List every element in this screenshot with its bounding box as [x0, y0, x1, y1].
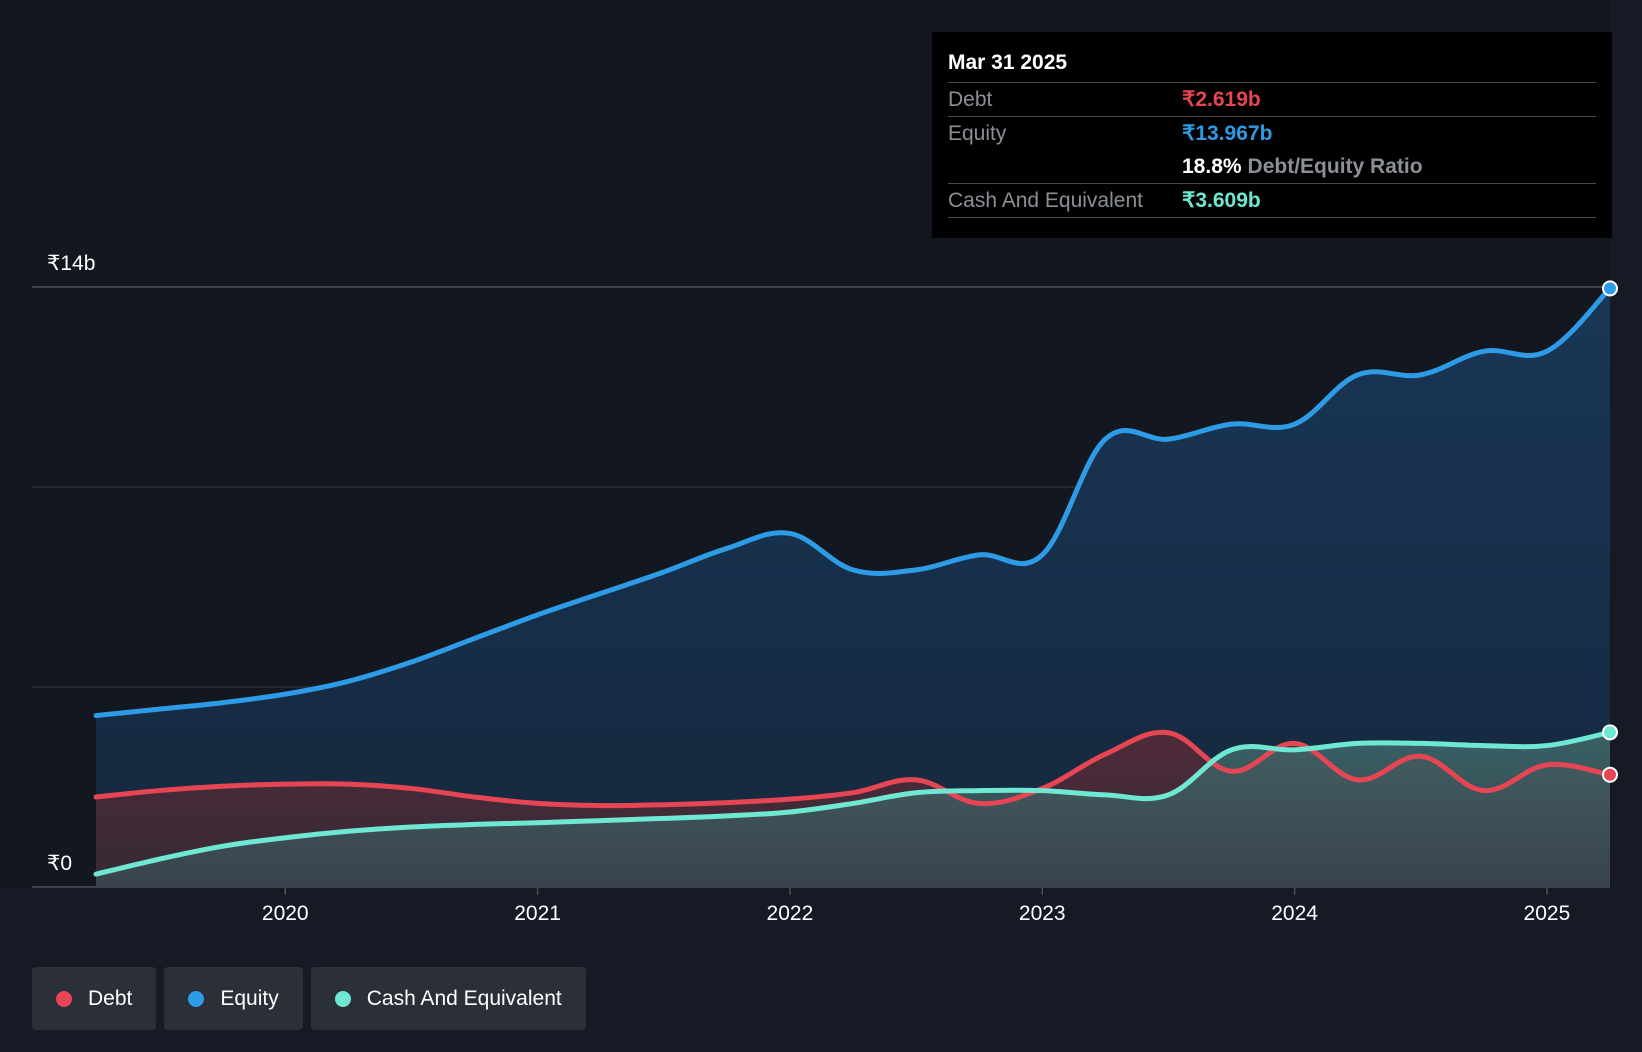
tooltip-ratio-spacer — [948, 150, 1182, 183]
equity-line — [93, 285, 1613, 719]
legend-item-debt[interactable]: Debt — [32, 967, 157, 1030]
tooltip-ratio-value: 18.8% — [1182, 155, 1242, 178]
tooltip-cash-value: ₹3.609b — [1182, 189, 1261, 212]
y-tick-label-max: ₹14b — [47, 252, 95, 275]
cash-dot-icon — [334, 990, 351, 1007]
x-tick-label-2021: 2021 — [514, 902, 561, 925]
tooltip-date: Mar 31 2025 — [948, 48, 1596, 83]
legend-cash-label: Cash And Equivalent — [366, 986, 562, 1010]
x-tick-label-2023: 2023 — [1019, 902, 1066, 925]
tooltip-debt-label: Debt — [948, 88, 993, 111]
tooltip-debt-row: Debt ₹2.619b — [948, 83, 1596, 117]
tooltip-cash-label: Cash And Equivalent — [948, 189, 1143, 212]
debt-endpoint — [1602, 766, 1618, 783]
y-tick-label-min: ₹0 — [47, 852, 72, 875]
tooltip-equity-value: ₹13.967b — [1182, 122, 1273, 145]
tooltip-ratio-row: 18.8% Debt/Equity Ratio — [948, 150, 1596, 184]
series-endpoints — [1602, 280, 1618, 783]
tooltip-cash-row: Cash And Equivalent ₹3.609b — [948, 184, 1596, 218]
equity-endpoint — [1602, 280, 1618, 297]
tooltip-ratio-label: Debt/Equity Ratio — [1247, 155, 1423, 178]
x-tick-label-2025: 2025 — [1524, 902, 1571, 925]
debt-dot-icon — [56, 990, 72, 1007]
series-lines — [93, 285, 1613, 877]
x-tick-label-2022: 2022 — [767, 902, 814, 925]
debt-line — [93, 729, 1613, 809]
chart-legend: Debt Equity Cash And Equivalent — [32, 967, 586, 1030]
cash-endpoint — [1602, 724, 1618, 741]
legend-item-equity[interactable]: Equity — [164, 967, 303, 1030]
tooltip-debt-value: ₹2.619b — [1182, 88, 1261, 111]
cash-line — [93, 729, 1613, 877]
legend-debt-label: Debt — [88, 986, 133, 1010]
equity-dot-icon — [188, 990, 205, 1007]
tooltip-equity-row: Equity ₹13.967b — [948, 117, 1596, 150]
legend-equity-label: Equity — [220, 986, 279, 1010]
tooltip-panel: Mar 31 2025 Debt ₹2.619b Equity ₹13.967b… — [932, 32, 1612, 238]
equity-area — [96, 288, 1610, 887]
x-axis-ticks: 2020 2021 2022 2023 2024 2025 — [262, 887, 1570, 925]
x-tick-label-2024: 2024 — [1271, 902, 1318, 925]
x-tick-label-2020: 2020 — [262, 902, 309, 925]
legend-item-cash[interactable]: Cash And Equivalent — [310, 967, 586, 1030]
tooltip-equity-label: Equity — [948, 122, 1007, 145]
